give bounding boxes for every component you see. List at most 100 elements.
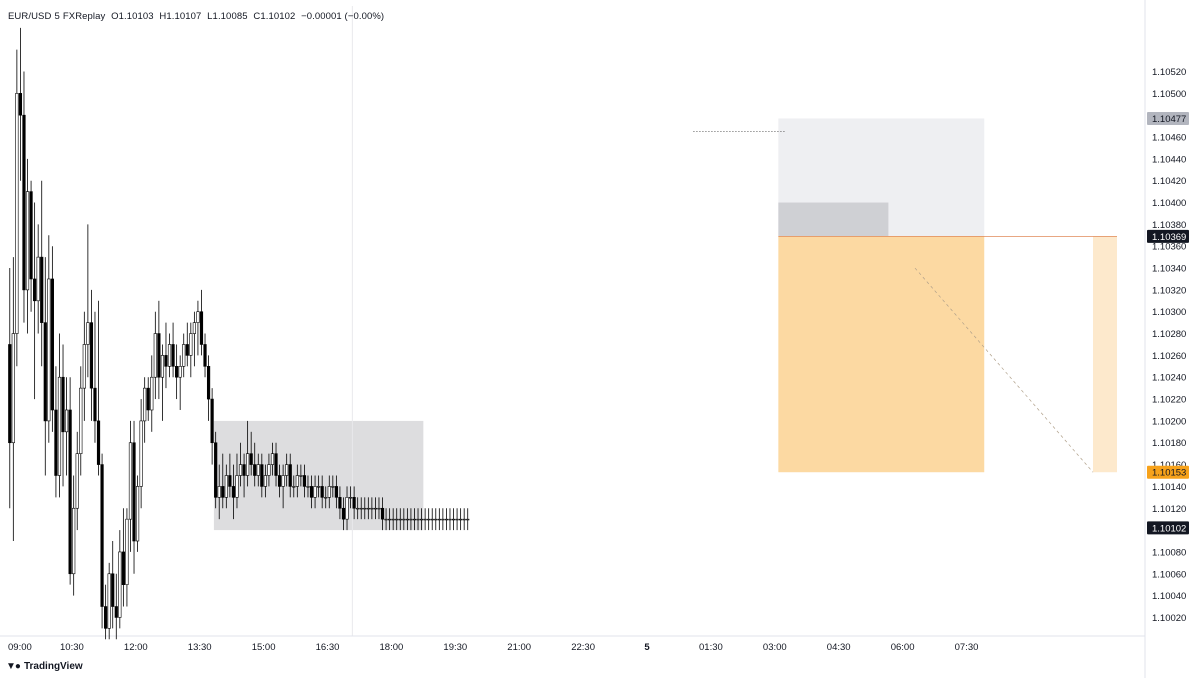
candle-body (171, 344, 175, 367)
legend-source: FXReplay (62, 11, 106, 22)
candle-body (377, 507, 381, 510)
candle-body (224, 475, 228, 498)
candle-body (153, 333, 157, 378)
candle-body (260, 464, 264, 487)
candle-body (359, 507, 363, 510)
candle-body (299, 475, 303, 477)
price-tick-label: 1.10360 (1152, 242, 1186, 253)
time-tick-label: 10:30 (60, 642, 84, 653)
candle-body (104, 606, 108, 629)
candle-body (263, 475, 267, 487)
candle-body (132, 442, 136, 542)
stop-zone (778, 202, 889, 237)
price-tick-label: 1.10400 (1152, 198, 1186, 209)
candle-body (64, 409, 69, 433)
candle-body (238, 464, 243, 476)
candle-body (203, 344, 207, 367)
candle-body (235, 475, 239, 498)
candle-body (253, 464, 257, 476)
time-axis[interactable]: 09:00 10:30 12:00 13:30 15:00 16:30 18:00 19:30… (8, 642, 978, 653)
candle-body (270, 453, 275, 465)
candle-body (107, 573, 111, 629)
candle-body (391, 518, 395, 521)
candle-body (29, 191, 33, 280)
price-tick-label: 1.10440 (1152, 154, 1186, 165)
candle-body (221, 486, 225, 498)
candle-body (434, 518, 438, 521)
candle-body (462, 518, 466, 521)
price-axis[interactable]: 1.100201.100401.100601.100801.101001.101… (1147, 67, 1189, 624)
time-tick-label: 21:00 (507, 642, 531, 653)
candle-body (189, 333, 193, 356)
price-tick-label: 1.10520 (1152, 67, 1186, 78)
candle-body (466, 518, 470, 521)
candle-body (47, 278, 51, 422)
brand-name: TradingView (23, 661, 83, 672)
candle-body (281, 475, 285, 487)
price-tick-label: 1.10040 (1152, 591, 1186, 602)
candle-body (214, 442, 218, 498)
price-label-last (1147, 521, 1189, 535)
candle-body (96, 420, 101, 465)
price-tick-label: 1.10200 (1152, 416, 1186, 427)
candle-body (196, 311, 200, 323)
candle-body (441, 518, 445, 521)
candle-body (150, 376, 154, 411)
time-tick-label: 04:30 (827, 642, 851, 653)
price-tick-label: 1.10120 (1152, 504, 1186, 515)
candle-body (178, 366, 182, 378)
candle-body (249, 453, 253, 465)
candle-body (352, 497, 356, 509)
candle-body (274, 453, 278, 476)
candle-body (128, 442, 133, 520)
candle-body (146, 387, 150, 411)
legend-close: C1.10102 (253, 11, 296, 22)
candle-body (246, 453, 250, 476)
candle-body (373, 507, 378, 510)
grid-layer (0, 0, 1146, 678)
price-label-stop (1147, 465, 1189, 479)
price-tick-label: 1.10220 (1152, 395, 1186, 406)
price-label-entry (1147, 229, 1189, 243)
candle-body (242, 464, 246, 476)
candle-body (388, 518, 392, 521)
candle-body (380, 507, 385, 520)
candle-body (309, 486, 314, 498)
time-tick-label: 15:00 (252, 642, 276, 653)
candle-body (206, 366, 211, 400)
candle-body (89, 322, 94, 389)
candle-body (217, 486, 221, 498)
candle-body (185, 344, 189, 356)
zones-layer (213, 118, 1117, 531)
tradingview-brand[interactable]: ▼● TradingView (6, 661, 83, 672)
price-label-text-entry: 1.10369 (1152, 232, 1186, 243)
candle-body (277, 475, 282, 487)
candle-body (8, 344, 12, 444)
candle-body (448, 518, 452, 521)
time-tick-label: 13:30 (188, 642, 212, 653)
price-tick-label: 1.10060 (1152, 569, 1186, 580)
candle-body (444, 518, 449, 521)
time-tick-label: 07:30 (955, 642, 979, 653)
candle-body (192, 322, 196, 334)
candle-body (302, 475, 307, 487)
candle-body (228, 475, 232, 487)
candle-body (419, 518, 424, 521)
price-tick-label: 1.10160 (1152, 460, 1186, 471)
candle-body (43, 322, 47, 422)
candle-body (317, 486, 321, 488)
candle-body (313, 486, 317, 498)
candle-body (15, 93, 19, 334)
candle-body (210, 398, 214, 444)
candle-body (331, 486, 335, 488)
candle-body (50, 278, 54, 411)
price-tick-label: 1.10020 (1152, 613, 1186, 624)
price-label-text-last: 1.10102 (1152, 523, 1186, 534)
candle-body (11, 333, 15, 444)
price-tick-label: 1.10140 (1152, 482, 1186, 493)
candle-body (82, 344, 86, 389)
candle-body (341, 507, 346, 520)
price-label-text-stop: 1.10153 (1152, 468, 1186, 479)
